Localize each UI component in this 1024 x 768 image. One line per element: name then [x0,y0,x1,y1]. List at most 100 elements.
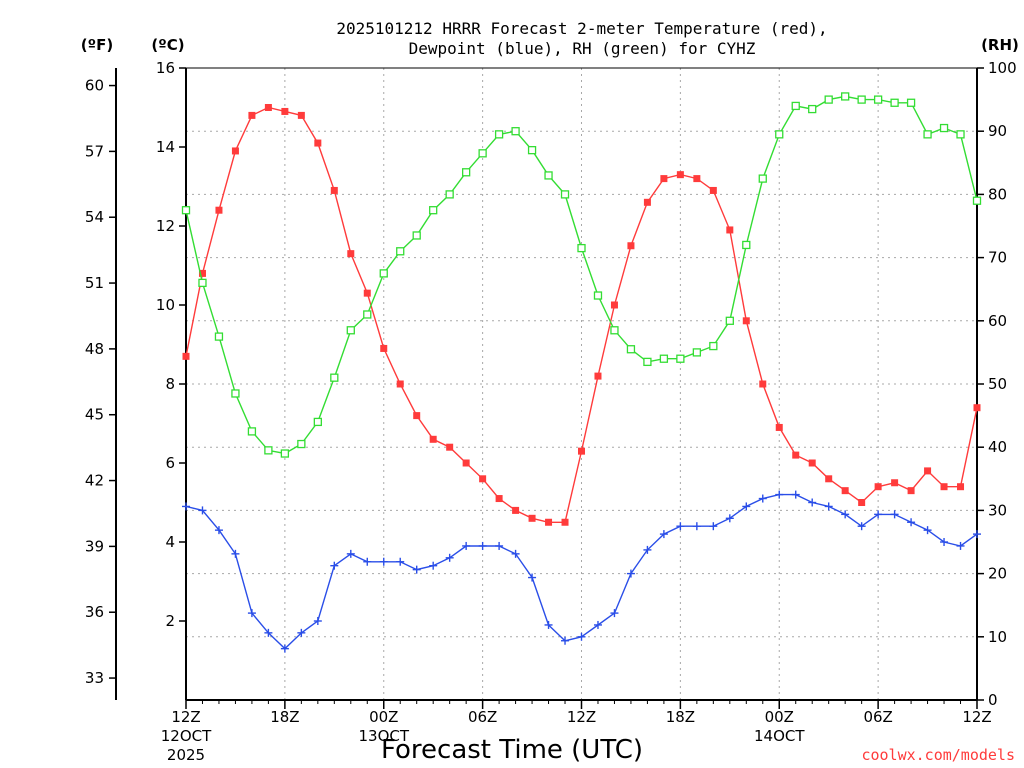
rh-tick-label: 40 [988,438,1007,456]
dewpoint-point [363,557,372,566]
fahrenheit-tick-label: 54 [85,208,104,226]
time-tick-label: 06Z [863,708,892,726]
dewpoint-point [758,494,767,503]
celsius-tick-label: 4 [165,533,175,551]
temperature-point [742,317,750,325]
dewpoint-point [247,609,256,618]
dewpoint-point [346,549,355,558]
temperature-point [380,344,388,352]
fahrenheit-tick-label: 36 [85,603,104,621]
temperature-point [297,111,305,119]
rh-unit-label: (RH) [981,36,1019,54]
rh-point [346,326,355,335]
temperature-point [907,487,915,495]
rh-tick-label: 100 [988,59,1017,77]
temperature-point [709,186,717,194]
rh-point [445,190,454,199]
rh-point [544,171,553,180]
dewpoint-point [610,609,619,618]
temperature-point [479,475,487,483]
temperature-point [198,269,206,277]
rh-point [791,101,800,111]
temperature-point [693,175,701,183]
dewpoint-point [478,541,487,550]
rh-point [775,130,784,139]
dewpoint-point [528,573,537,582]
time-tick-label: 18Z [270,708,299,726]
temperature-point [182,352,190,360]
dewpoint-point [659,530,668,539]
dewpoint-point [297,628,306,637]
dewpoint-point [725,514,734,523]
dewpoint-point [577,632,586,641]
rh-point [709,341,718,351]
temperature-point [330,186,338,194]
time-tick-label: 18Z [666,708,695,726]
dewpoint-point [857,522,866,531]
time-date-label: 14OCT [754,727,805,745]
rh-point [676,354,685,363]
temperature-point [792,451,800,459]
dewpoint-point [709,522,718,531]
dewpoint-point [808,498,817,507]
rh-point [972,196,982,205]
temperature-point [231,147,239,155]
dewpoint-point [379,557,388,566]
chart-gridlines [186,68,977,700]
rh-point [824,95,833,104]
celsius-tick-label: 10 [156,296,175,314]
dewpoint-point [626,569,635,578]
time-tick-label: 12Z [962,708,991,726]
rh-point [264,446,273,455]
rh-point [461,168,471,177]
time-year-label: 2025 [167,746,205,764]
temperature-point [891,479,899,487]
temperature-point [759,380,767,388]
chart-title-line1: 2025101212 HRRR Forecast 2-meter Tempera… [336,19,827,38]
rh-point [231,389,240,398]
rh-point [214,332,224,341]
dewpoint-point [742,502,751,511]
temperature-point [973,404,981,412]
temperature-point [627,242,635,250]
temperature-point [660,175,668,183]
temperature-point [347,250,355,258]
time-tick-label: 12Z [567,708,596,726]
rh-tick-label: 0 [988,691,998,709]
rh-point [643,357,652,367]
celsius-tick-label: 8 [165,375,175,393]
fahrenheit-tick-label: 42 [85,472,104,490]
celsius-tick-label: 16 [156,59,175,77]
temperature-point [314,139,322,147]
temperature-point [545,518,553,526]
rh-point [577,243,586,253]
dewpoint-point [890,510,899,519]
rh-tick-label: 80 [988,185,1007,203]
dewpoint-point [313,617,322,625]
dewpoint-point [511,549,520,558]
temperature-point [957,483,965,491]
rh-point [560,190,570,199]
fahrenheit-tick-label: 57 [85,142,104,160]
rh-point [429,206,438,215]
dewpoint-point [429,561,438,570]
dewpoint-point [330,561,339,570]
rh-point [593,291,603,300]
temperature-point [215,206,223,214]
dewpoint-point [775,490,784,499]
dewpoint-point [412,565,421,574]
temperature-point [512,506,520,514]
rh-point [725,316,734,325]
chart-title-line2: Dewpoint (blue), RH (green) for CYHZ [409,39,756,58]
rh-tick-label: 20 [988,565,1007,583]
dewpoint-point [544,620,553,629]
celsius-tick-label: 14 [156,138,175,156]
temperature-point [726,226,734,234]
rh-point [808,104,817,114]
rh-point [181,206,191,215]
temperature-point [264,104,272,111]
temperature-point [841,487,849,495]
rh-point [610,326,619,335]
credit-text: coolwx.com/models [861,746,1015,764]
rh-tick-label: 10 [988,628,1007,646]
